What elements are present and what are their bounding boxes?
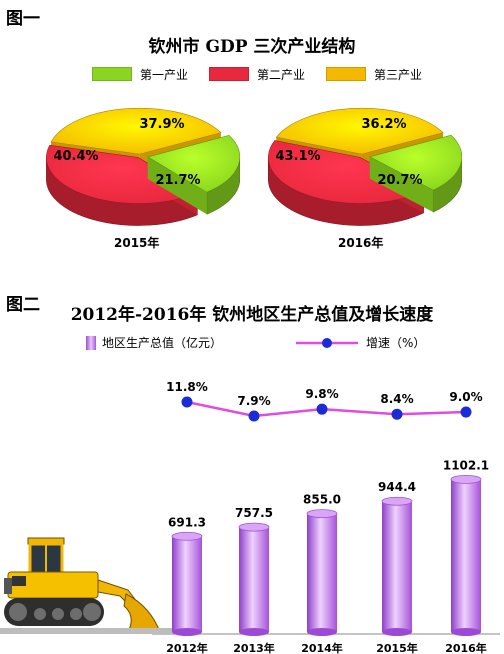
- growth-point: [460, 406, 472, 418]
- growth-point-label: 9.0%: [449, 390, 482, 404]
- legend-item-growth: 增速（%）: [296, 334, 425, 351]
- gdp-growth-chart: 691.3 2012年 757.5 2013年 855.0 2014年 944.4 2015年…: [152, 380, 500, 654]
- pie-slice-0: [369, 134, 462, 213]
- pie-year-2015: 2015年: [114, 236, 160, 250]
- pie-year-2016: 2016年: [338, 236, 384, 250]
- legend-label-tertiary: 第三产业: [373, 67, 422, 82]
- pie-slice-label: 37.9%: [139, 117, 184, 132]
- growth-point-label: 9.8%: [305, 387, 338, 401]
- pie-slice-label: 36.2%: [361, 117, 406, 132]
- legend-label-primary: 第一产业: [140, 67, 189, 82]
- legend-swatch-tertiary: [325, 67, 366, 81]
- pie-slice-label: 43.1%: [275, 149, 320, 164]
- gdp-bar: [238, 522, 270, 636]
- gdp-bar-label: 691.3: [168, 515, 206, 529]
- legend-swatch-primary: [92, 67, 132, 81]
- growth-point: [316, 403, 328, 415]
- figure-2-title: 2012年-2016年 钦州地区生产总值及增长速度: [70, 305, 434, 325]
- x-tick-label: 2015年: [376, 641, 418, 654]
- growth-point-label: 8.4%: [380, 392, 413, 406]
- figure-2-label: 图二: [6, 295, 40, 315]
- growth-point-label: 11.8%: [166, 380, 208, 394]
- figure-1-label: 图一: [6, 9, 40, 29]
- pie-chart-2016: 20.7% 43.1% 36.2%: [268, 107, 462, 226]
- bulldozer-illustration: [0, 537, 172, 634]
- gdp-bar: [171, 531, 203, 636]
- growth-point: [391, 408, 403, 420]
- pie-slice-label: 21.7%: [155, 173, 200, 188]
- growth-point: [181, 396, 193, 408]
- gdp-bar: [450, 475, 482, 636]
- pie-slice-label: 20.7%: [377, 173, 422, 188]
- legend-item-gdp: 地区生产总值（亿元）: [86, 334, 222, 351]
- growth-point-label: 7.9%: [237, 394, 270, 408]
- figure-1-title: 钦州市 GDP 三次产业结构: [148, 37, 356, 57]
- gdp-bar-label: 855.0: [303, 493, 341, 507]
- legend-swatch-growth: [296, 337, 358, 348]
- x-tick-label: 2014年: [301, 641, 343, 654]
- legend-item-tertiary: 第三产业: [325, 66, 422, 82]
- growth-point: [248, 410, 260, 422]
- pie-chart-2015: 21.7% 40.4% 37.9%: [46, 107, 240, 226]
- x-tick-label: 2012年: [166, 641, 208, 654]
- gdp-bar-label: 757.5: [235, 506, 273, 520]
- legend-swatch-gdp: [86, 335, 96, 350]
- legend-label-gdp: 地区生产总值（亿元）: [102, 336, 223, 350]
- gdp-bar-label: 1102.1: [443, 458, 489, 472]
- gdp-bar-label: 944.4: [378, 480, 416, 494]
- x-tick-label: 2013年: [233, 641, 275, 654]
- legend-item-secondary: 第二产业: [208, 66, 305, 82]
- pie-legend: 第一产业 第二产业 第三产业: [92, 66, 422, 82]
- x-tick-label: 2016年: [445, 641, 487, 654]
- gdp-bar: [306, 509, 338, 636]
- legend-item-primary: 第一产业: [92, 66, 188, 82]
- pie-slice-label: 40.4%: [53, 149, 98, 164]
- legend-label-secondary: 第二产业: [256, 67, 305, 82]
- legend-swatch-secondary: [208, 67, 249, 81]
- gdp-bar: [381, 496, 413, 636]
- pie-slice-0: [147, 134, 240, 215]
- legend-label-growth: 增速（%）: [366, 336, 426, 350]
